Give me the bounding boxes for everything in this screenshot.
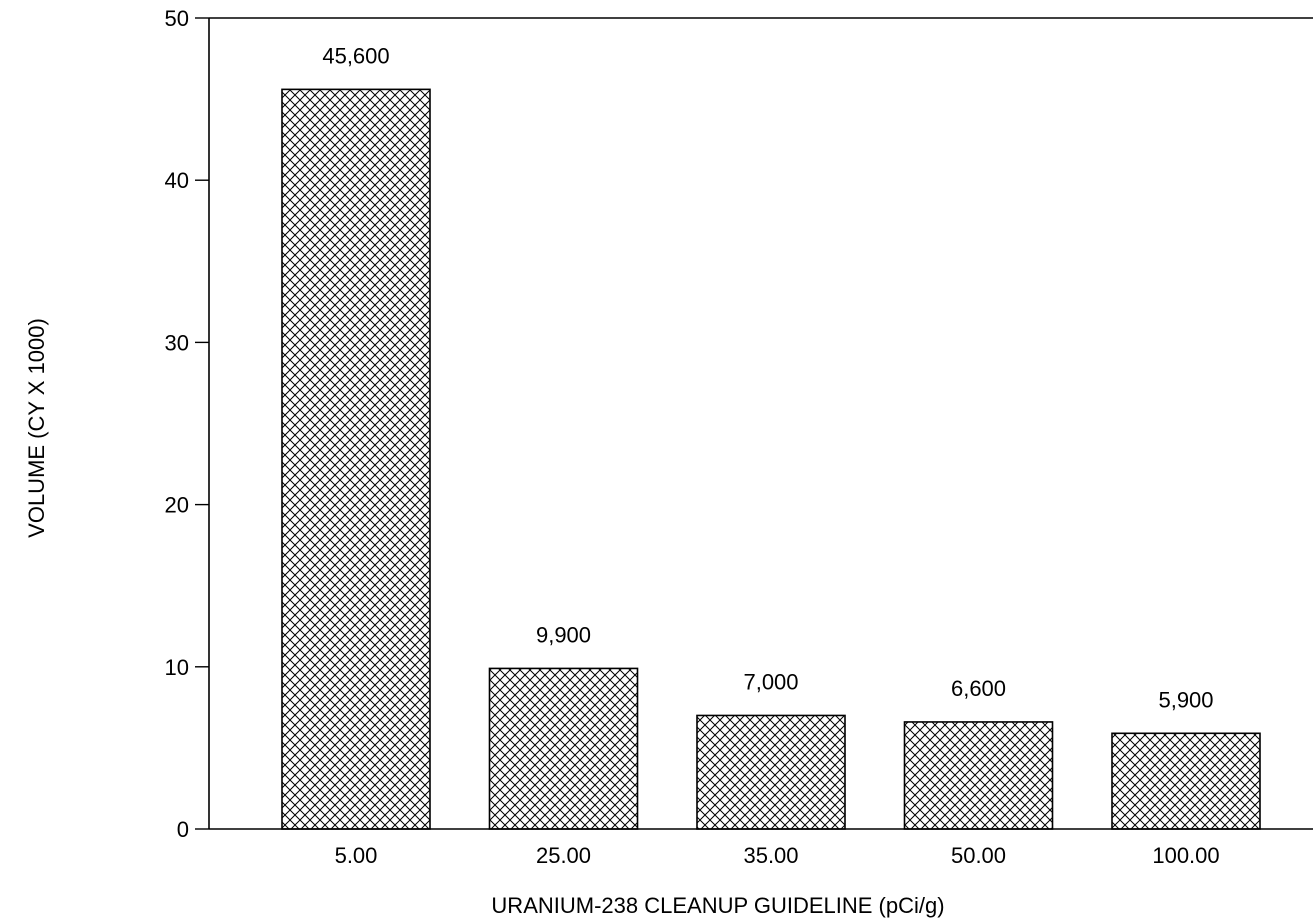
data-label: 9,900 — [536, 622, 591, 647]
data-label: 5,900 — [1158, 687, 1213, 712]
bar — [488, 667, 639, 830]
y-axis-label: VOLUME (CY X 1000) — [24, 318, 49, 538]
data-label: 45,600 — [322, 43, 389, 68]
y-tick-label: 10 — [165, 655, 189, 680]
y-ticks: 0 10 20 30 40 50 — [165, 6, 209, 842]
x-tick-label: 5.00 — [335, 843, 378, 868]
data-label: 6,600 — [951, 676, 1006, 701]
x-tick-label: 100.00 — [1152, 843, 1219, 868]
data-label: 7,000 — [743, 669, 798, 694]
y-tick-label: 50 — [165, 6, 189, 31]
y-tick-label: 0 — [177, 817, 189, 842]
x-tick-label: 35.00 — [743, 843, 798, 868]
y-tick-label: 20 — [165, 493, 189, 518]
bars — [281, 88, 1261, 830]
x-axis-label: URANIUM-238 CLEANUP GUIDELINE (pCi/g) — [491, 893, 944, 918]
bar — [281, 88, 431, 830]
bar — [696, 714, 846, 830]
bar — [1111, 732, 1261, 830]
x-tick-labels: 5.00 25.00 35.00 50.00 100.00 — [335, 843, 1220, 868]
y-tick-label: 30 — [165, 330, 189, 355]
bar — [903, 721, 1054, 830]
x-tick-label: 50.00 — [951, 843, 1006, 868]
y-tick-label: 40 — [165, 168, 189, 193]
data-labels: 45,600 9,900 7,000 6,600 5,900 — [322, 43, 1213, 712]
x-tick-label: 25.00 — [536, 843, 591, 868]
